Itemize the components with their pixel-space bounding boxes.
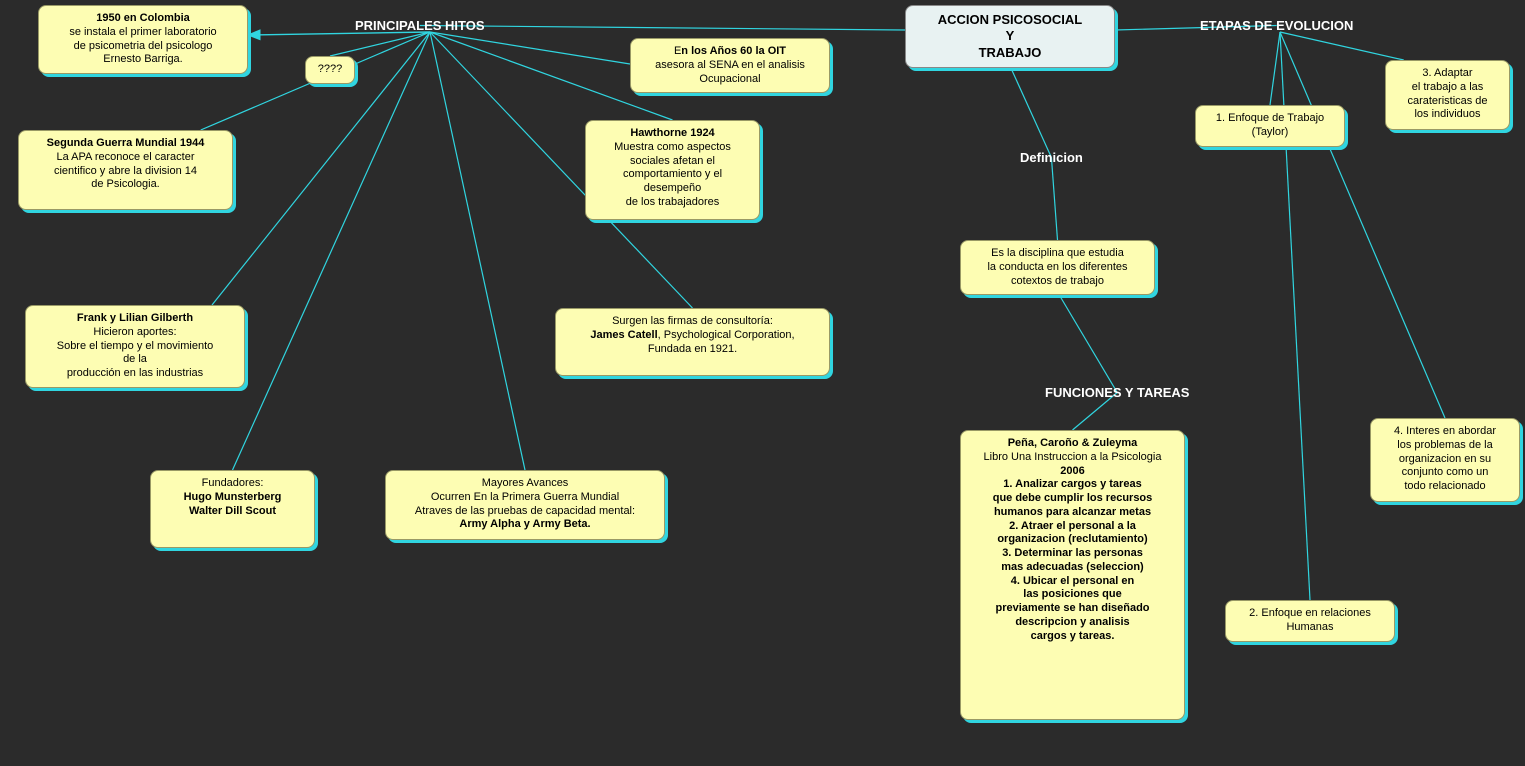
node-gilberth-line: producción en las industrias [36,367,234,381]
node-gilberth-line: Frank y Lilian Gilberth [36,312,234,326]
label-etapas: ETAPAS DE EVOLUCION [1200,18,1353,33]
node-disciplina[interactable]: Es la disciplina que estudiala conducta … [960,240,1155,295]
node-adaptar-line: el trabajo a las [1396,81,1499,95]
node-pena-line: las posiciones que [971,588,1174,602]
node-pena-line: 2. Atraer el personal a la [971,520,1174,534]
node-segunda[interactable]: Segunda Guerra Mundial 1944La APA recono… [18,130,233,210]
node-interes[interactable]: 4. Interes en abordarlos problemas de la… [1370,418,1520,502]
concept-map-canvas: PRINCIPALES HITOS ETAPAS DE EVOLUCION Defi… [0,0,1525,766]
node-pena[interactable]: Peña, Caroño & ZuleymaLibro Una Instrucc… [960,430,1185,720]
node-catell[interactable]: Surgen las firmas de consultoría:James C… [555,308,830,376]
node-avances-line: Ocurren En la Primera Guerra Mundial [396,491,654,505]
node-hawthorne-line: comportamiento y el [596,168,749,182]
node-gilberth[interactable]: Frank y Lilian GilberthHicieron aportes:… [25,305,245,388]
node-taylor[interactable]: 1. Enfoque de Trabajo(Taylor) [1195,105,1345,147]
node-avances[interactable]: Mayores AvancesOcurren En la Primera Gue… [385,470,665,540]
node-qmarks-line: ???? [316,63,344,77]
node-n1950-line: se instala el primer laboratorio [49,26,237,40]
node-interes-line: organizacion en su [1381,453,1509,467]
node-catell-line: James Catell, Psychological Corporation, [566,329,819,343]
node-catell-line: Surgen las firmas de consultoría: [566,315,819,329]
node-oit-line: En los Años 60 la OIT [641,45,819,59]
node-n1950-line: Ernesto Barriga. [49,53,237,67]
node-fundadores-line: Hugo Munsterberg [161,491,304,505]
edge-4 [430,32,630,64]
node-gilberth-line: Sobre el tiempo y el movimiento [36,340,234,354]
node-pena-line: cargos y tareas. [971,630,1174,644]
node-taylor-line: (Taylor) [1206,126,1334,140]
node-disciplina-line: la conducta en los diferentes [971,261,1144,275]
node-avances-line: Atraves de las pruebas de capacidad ment… [396,505,654,519]
node-disciplina-line: cotextos de trabajo [971,275,1144,289]
edge-9 [233,32,431,470]
node-interes-line: todo relacionado [1381,480,1509,494]
node-interes-line: los problemas de la [1381,439,1509,453]
node-taylor-line: 1. Enfoque de Trabajo [1206,112,1334,126]
node-segunda-line: Segunda Guerra Mundial 1944 [29,137,222,151]
edge-3 [330,32,430,56]
node-pena-line: 2006 [971,465,1174,479]
node-n1950-line: de psicometria del psicologo [49,40,237,54]
node-adaptar[interactable]: 3. Adaptarel trabajo a lascarateristicas… [1385,60,1510,130]
node-disciplina-line: Es la disciplina que estudia [971,247,1144,261]
node-oit-line: Ocupacional [641,73,819,87]
edge-11 [1010,66,1051,158]
node-pena-line: Libro Una Instruccion a la Psicologia [971,451,1174,465]
node-hawthorne-line: de los trabajadores [596,196,749,210]
node-pena-line: organizacion (reclutamiento) [971,533,1174,547]
node-root-line: ACCION PSICOSOCIAL [916,12,1104,28]
node-segunda-line: cientifico y abre la division 14 [29,165,222,179]
node-root-line: Y [916,28,1104,44]
label-definicion: Definicion [1020,150,1083,165]
node-hawthorne[interactable]: Hawthorne 1924Muestra como aspectossocia… [585,120,760,220]
node-oit[interactable]: En los Años 60 la OITasesora al SENA en … [630,38,830,93]
node-n1950-line: 1950 en Colombia [49,12,237,26]
node-gilberth-line: de la [36,353,234,367]
node-pena-line: 1. Analizar cargos y tareas [971,478,1174,492]
node-pena-line: mas adecuadas (seleccion) [971,561,1174,575]
node-adaptar-line: los individuos [1396,108,1499,122]
node-pena-line: descripcion y analisis [971,616,1174,630]
node-qmarks[interactable]: ???? [305,56,355,84]
edge-10 [430,32,525,470]
node-avances-line: Army Alpha y Army Beta. [396,518,654,532]
node-pena-line: 3. Determinar las personas [971,547,1174,561]
node-interes-line: 4. Interes en abordar [1381,425,1509,439]
edge-17 [1280,32,1404,60]
node-oit-line: asesora al SENA en el analisis [641,59,819,73]
node-adaptar-line: carateristicas de [1396,95,1499,109]
node-adaptar-line: 3. Adaptar [1396,67,1499,81]
node-hawthorne-line: desempeño [596,182,749,196]
node-segunda-line: La APA reconoce el caracter [29,151,222,165]
label-hitos: PRINCIPALES HITOS [355,18,485,33]
node-hawthorne-line: Hawthorne 1924 [596,127,749,141]
node-hawthorne-line: Muestra como aspectos [596,141,749,155]
edge-15 [1270,32,1280,105]
node-avances-line: Mayores Avances [396,477,654,491]
edge-12 [1051,158,1057,241]
label-funciones: FUNCIONES Y TAREAS [1045,385,1189,400]
node-humanas-line: Humanas [1236,621,1384,635]
edge-0 [420,26,905,31]
node-fundadores-line: Fundadores: [161,477,304,491]
node-n1950[interactable]: 1950 en Colombiase instala el primer lab… [38,5,248,74]
node-pena-line: Peña, Caroño & Zuleyma [971,437,1174,451]
node-pena-line: humanos para alcanzar metas [971,506,1174,520]
node-interes-line: conjunto como un [1381,466,1509,480]
node-hawthorne-line: sociales afetan el [596,155,749,169]
node-root-line: TRABAJO [916,45,1104,61]
node-pena-line: 4. Ubicar el personal en [971,575,1174,589]
edge-13 [1058,292,1118,393]
node-segunda-line: de Psicologia. [29,178,222,192]
node-fundadores[interactable]: Fundadores:Hugo MunsterbergWalter Dill S… [150,470,315,548]
node-pena-line: que debe cumplir los recursos [971,492,1174,506]
node-fundadores-line: Walter Dill Scout [161,505,304,519]
node-root[interactable]: ACCION PSICOSOCIALYTRABAJO [905,5,1115,68]
node-humanas[interactable]: 2. Enfoque en relacionesHumanas [1225,600,1395,642]
node-humanas-line: 2. Enfoque en relaciones [1236,607,1384,621]
node-gilberth-line: Hicieron aportes: [36,326,234,340]
node-pena-line: previamente se han diseñado [971,602,1174,616]
node-catell-line: Fundada en 1921. [566,343,819,357]
